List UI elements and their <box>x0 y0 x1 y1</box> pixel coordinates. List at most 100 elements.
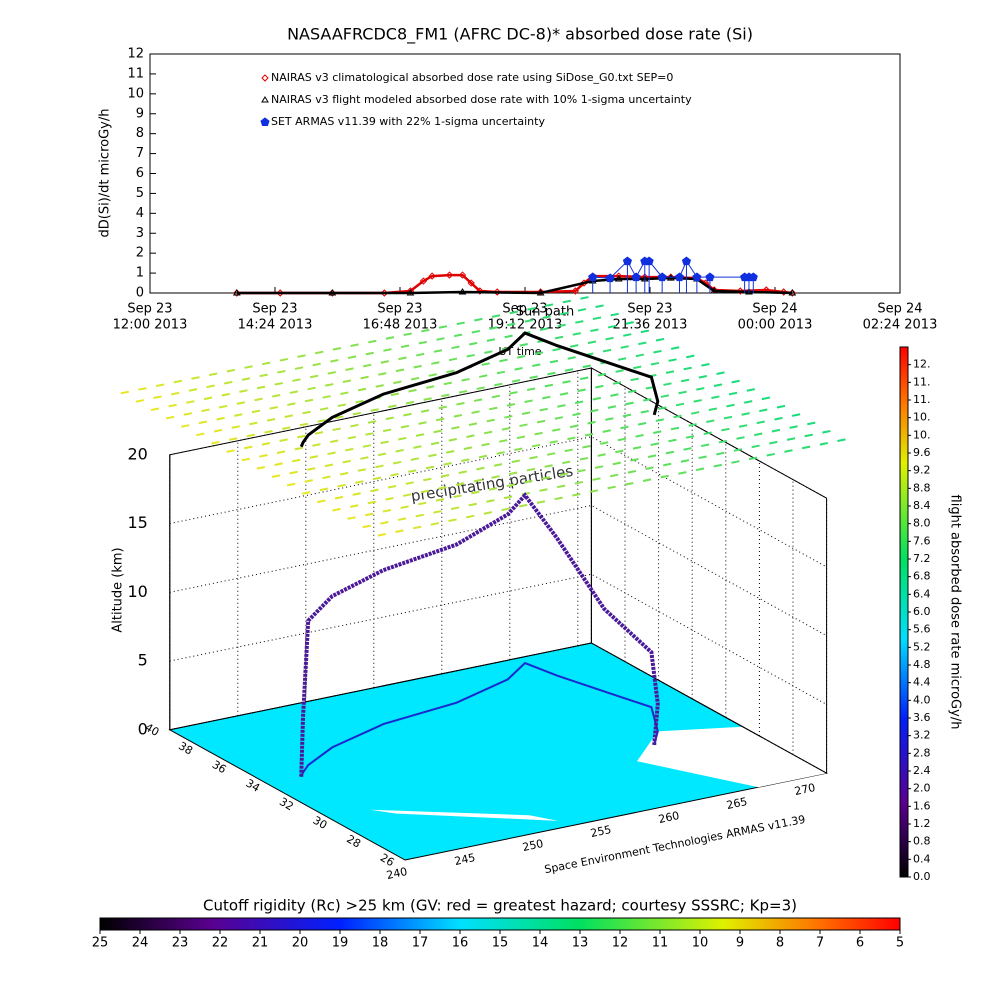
precip-dash <box>332 507 341 512</box>
precip-dash <box>499 358 508 363</box>
precip-dash <box>228 437 238 441</box>
colorbar-tick-label: 8.8 <box>913 481 931 494</box>
precip-dash <box>776 404 786 409</box>
precip-dash <box>501 427 510 431</box>
precip-dash <box>488 487 498 491</box>
colorbar-tick-label: 6.0 <box>913 605 931 618</box>
precip-dash <box>155 383 165 388</box>
precip-dash <box>400 344 410 349</box>
x-tick-label: 270 <box>793 781 816 798</box>
precip-dash <box>264 430 273 434</box>
precip-dash <box>580 296 589 300</box>
precip-dash <box>387 484 397 489</box>
colorbar-tick-label: 8.0 <box>913 517 931 530</box>
marker <box>428 272 436 280</box>
precip-dash <box>496 451 505 455</box>
precip-dash <box>590 328 599 333</box>
colorbar-tick-label: 11 <box>652 936 669 951</box>
precip-dash <box>544 464 553 468</box>
precip-dash <box>486 418 495 423</box>
precip-dash <box>693 399 702 403</box>
precip-dash <box>443 381 453 386</box>
precip-dash <box>431 361 440 365</box>
precip-dash <box>731 379 740 384</box>
z-tick-label: 5 <box>138 651 148 670</box>
precip-dash <box>440 474 450 478</box>
precip-dash <box>246 433 256 438</box>
precip-dash <box>766 452 775 457</box>
precip-dash <box>390 392 400 397</box>
precip-dash <box>592 477 601 481</box>
precip-dash <box>289 390 299 394</box>
precip-dash <box>418 340 427 345</box>
colorbar-tick-label: 1.2 <box>913 817 931 830</box>
precip-dash <box>655 418 664 422</box>
x-tick-label: 260 <box>657 809 680 826</box>
precip-dash <box>319 487 329 492</box>
precip-dash <box>574 400 584 405</box>
colorbar-label: flight absorbed dose rate microGy/h <box>948 495 963 730</box>
precip-dash <box>625 321 634 325</box>
precip-dash <box>347 516 356 520</box>
precip-dash <box>266 418 276 422</box>
precip-dash <box>289 470 298 475</box>
precip-dash <box>466 514 475 519</box>
legend-label: NAIRAS v3 flight modeled absorbed dose r… <box>271 93 692 106</box>
precip-dash <box>355 480 364 484</box>
precip-dash <box>453 494 462 499</box>
precip-dash <box>542 315 551 319</box>
precip-dash <box>801 445 811 450</box>
precip-dash <box>534 351 544 355</box>
precip-dash <box>728 391 738 396</box>
colorbar-tick-label: 0.8 <box>913 835 931 848</box>
precip-dash <box>559 392 569 396</box>
precip-dash <box>453 414 463 418</box>
precip-dash <box>282 426 291 430</box>
precip-dash <box>638 341 647 346</box>
x-tick-label: Sep 23 <box>377 302 422 317</box>
precip-dash <box>317 419 326 423</box>
precip-dash <box>438 486 447 490</box>
precip-dash <box>590 408 599 413</box>
precip-dash <box>645 385 654 390</box>
precip-dash <box>345 367 354 371</box>
precip-dash <box>554 335 564 340</box>
precip-dash <box>620 345 629 349</box>
precip-dash <box>509 471 518 476</box>
precip-dash <box>458 470 467 474</box>
precip-dash <box>375 464 384 469</box>
precip-dash <box>259 373 268 378</box>
precip-dash <box>572 492 581 497</box>
precip-dash <box>733 448 743 452</box>
legend-label: NAIRAS v3 climatological absorbed dose r… <box>271 71 673 84</box>
precip-dash <box>451 426 460 430</box>
precip-dash <box>506 483 515 488</box>
precip-dash <box>789 425 798 429</box>
track-shadow <box>300 661 659 778</box>
precip-dash <box>541 476 551 480</box>
precip-dash <box>342 459 351 464</box>
precip-dash <box>395 529 404 533</box>
colorbar <box>899 346 909 878</box>
precip-dash <box>683 447 692 451</box>
marker <box>788 289 797 296</box>
y-tick-label: 11 <box>127 66 144 81</box>
precip-dash <box>731 460 740 464</box>
precip-dash <box>433 510 442 514</box>
precip-dash <box>584 432 594 437</box>
precip-dash <box>471 490 480 495</box>
precip-dash <box>380 440 389 445</box>
precip-dash <box>256 466 266 470</box>
precip-dash <box>241 377 251 381</box>
precip-dash <box>544 303 554 307</box>
precip-dash <box>597 453 606 457</box>
precip-dash <box>716 371 725 375</box>
precip-dash <box>597 372 607 377</box>
precip-dash <box>637 422 647 426</box>
precip-dash <box>317 499 326 504</box>
precip-dash <box>385 496 394 501</box>
legend-marker <box>260 117 270 126</box>
precip-dash <box>607 485 616 490</box>
precip-dash <box>703 431 712 436</box>
